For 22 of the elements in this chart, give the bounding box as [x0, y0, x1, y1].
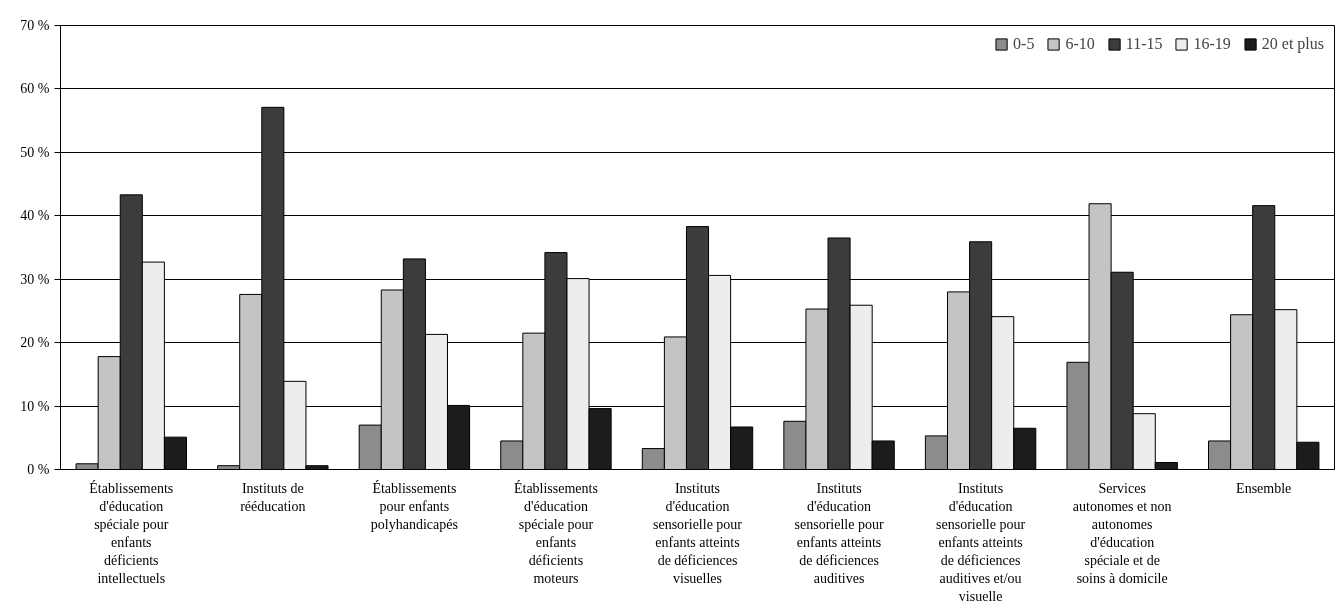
x-tick-label: Établissements d'éducation spéciale pour enfants déficients intellectuels	[89, 479, 174, 586]
y-tick-label: 50 %	[20, 144, 50, 160]
y-tick-label: 40 %	[20, 208, 50, 224]
x-tick-label: Établissements d'éducation spéciale pour enfants déficients moteurs	[513, 479, 598, 586]
legend-label: 20 et plus	[1261, 35, 1324, 53]
x-tick-label: Instituts d'éducation sensorielle pour enfants atteints de déficiences auditives	[794, 480, 884, 586]
y-tick-label: 0 %	[27, 462, 50, 477]
legend-label: 16-19	[1193, 35, 1231, 53]
y-tick-label: 20 %	[20, 335, 50, 351]
x-tick-label: Services autonomes et non autonomes d'éducation spéciale et de soins à domicile	[1072, 480, 1172, 586]
x-tick-label: Instituts de rééducation	[240, 480, 306, 514]
y-tick-label: 70 %	[20, 18, 50, 33]
y-tick-label: 60 %	[20, 81, 50, 97]
y-tick-label: 30 %	[20, 271, 50, 287]
legend-label: 0-5	[1013, 35, 1035, 53]
legend-label: 6-10	[1065, 35, 1095, 53]
x-tick-label: Ensemble	[1236, 480, 1292, 496]
legend-label: 11-15	[1125, 35, 1163, 53]
x-tick-label: Instituts d'éducation sensorielle pour enfants atteints de déficiences visuelles	[652, 480, 743, 586]
y-tick-label: 10 %	[20, 398, 50, 414]
x-tick-label: Établissements pour enfants polyhandicapés	[370, 479, 458, 532]
x-tick-label: Instituts d'éducation sensorielle pour enfants atteints de déficiences auditives et/ou visuelle	[936, 480, 1026, 604]
